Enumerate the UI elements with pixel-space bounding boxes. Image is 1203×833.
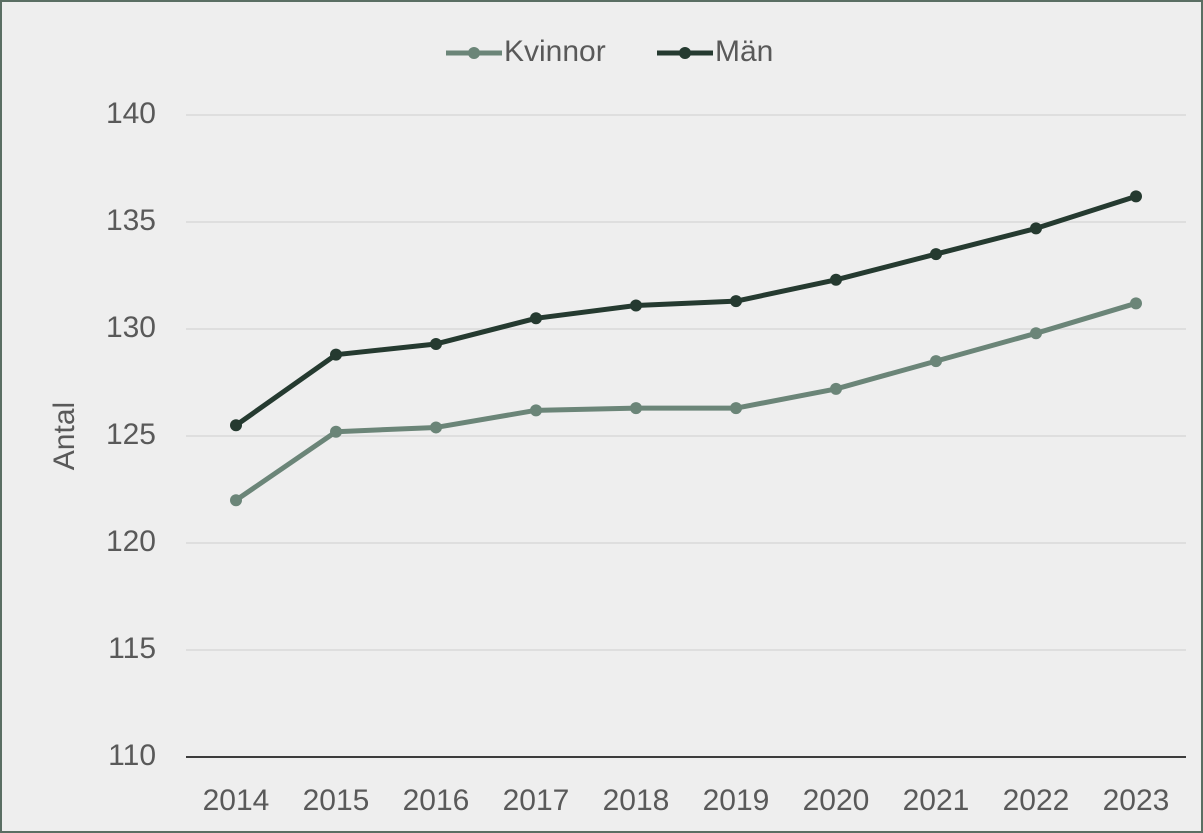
y-tick-label: 120	[106, 525, 156, 558]
data-point	[530, 404, 542, 417]
y-tick-label: 130	[106, 311, 156, 344]
x-tick-label: 2019	[703, 784, 770, 817]
x-tick-label: 2021	[903, 784, 970, 817]
data-point	[530, 312, 542, 325]
data-point	[830, 273, 842, 286]
data-point	[830, 382, 842, 395]
data-point	[930, 355, 942, 368]
x-tick-label: 2017	[503, 784, 570, 817]
data-point	[1030, 327, 1042, 340]
series-line	[234, 193, 1137, 428]
legend-swatch-marker	[679, 47, 691, 59]
x-tick-label: 2018	[603, 784, 670, 817]
x-tick-label: 2023	[1103, 784, 1170, 817]
data-point	[430, 421, 442, 434]
x-tick-label: 2015	[303, 784, 370, 817]
data-point	[230, 494, 242, 507]
data-point	[230, 419, 242, 432]
data-point	[330, 425, 342, 438]
legend-label: Kvinnor	[504, 35, 606, 68]
data-point	[430, 337, 442, 350]
series-line	[234, 300, 1137, 503]
legend-swatch-marker	[468, 47, 480, 59]
y-axis-label: Antal	[48, 402, 81, 470]
data-point	[1130, 190, 1142, 203]
y-tick-label: 135	[106, 204, 156, 237]
data-point	[630, 402, 642, 415]
x-tick-label: 2020	[803, 784, 870, 817]
data-point	[1130, 297, 1142, 310]
data-point	[330, 348, 342, 361]
y-tick-label: 110	[108, 739, 156, 772]
x-tick-label: 2022	[1003, 784, 1070, 817]
data-point	[630, 299, 642, 312]
data-point	[730, 402, 742, 415]
y-tick-label: 140	[106, 97, 156, 130]
data-point	[1030, 222, 1042, 235]
y-tick-label: 125	[106, 418, 156, 451]
x-tick-label: 2016	[403, 784, 470, 817]
y-tick-label: 115	[108, 632, 156, 665]
legend-label: Män	[715, 35, 773, 68]
data-point	[730, 295, 742, 308]
data-point	[930, 248, 942, 261]
x-tick-label: 2014	[203, 784, 270, 817]
